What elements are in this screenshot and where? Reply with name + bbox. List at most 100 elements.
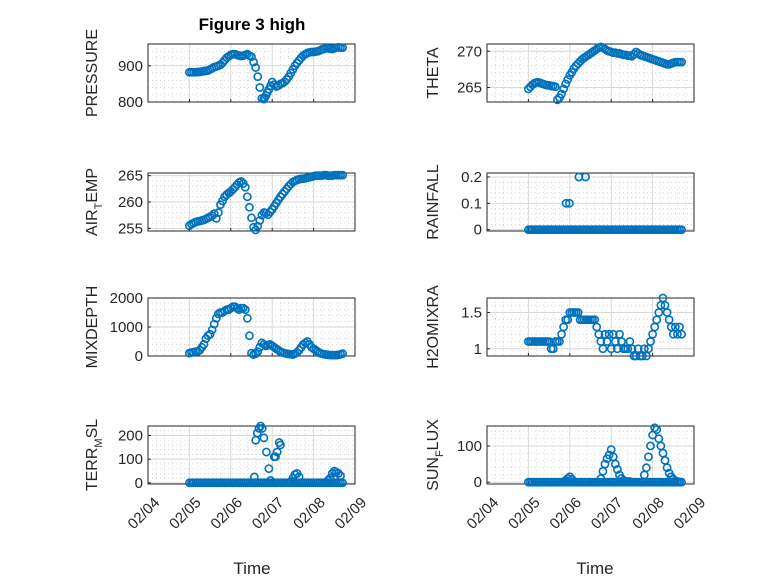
y-tick-label: 1	[474, 341, 482, 358]
y-tick-label: 265	[118, 168, 143, 185]
data-point	[652, 425, 662, 435]
data-point	[264, 464, 274, 474]
x-tick-label: 02/08	[290, 494, 329, 533]
data-point	[675, 477, 684, 487]
data-point	[561, 79, 571, 89]
x-tick-label: 02/07	[249, 494, 288, 533]
data-point	[240, 182, 250, 192]
data-point	[242, 313, 252, 323]
data-point	[269, 80, 279, 89]
x-tick-label: 02/06	[546, 494, 585, 533]
axes-border	[486, 297, 695, 357]
axes-border	[486, 43, 695, 103]
data-point	[552, 95, 562, 105]
data-point	[559, 84, 568, 94]
data-point	[249, 472, 259, 482]
x-axis-label-right: Time	[576, 559, 613, 578]
y-tick-label: 0	[474, 474, 482, 491]
data-point	[255, 83, 265, 92]
y-axis-label: PRESSURE	[84, 29, 101, 117]
data-point	[662, 463, 672, 473]
data-point	[253, 347, 263, 357]
y-tick-label: 100	[457, 438, 482, 455]
data-point	[205, 329, 215, 339]
subplot-air-temp: 255 260 265 AIRTEMP	[84, 168, 356, 237]
data-point	[236, 177, 246, 186]
y-tick-label: 255	[118, 220, 143, 237]
data-point	[323, 476, 333, 485]
data-point	[251, 63, 261, 72]
subplot-h2omixra: 1 1.5 H2OMIXRA	[425, 285, 695, 369]
y-tick-label: 900	[118, 58, 143, 75]
y-tick-label: 2000	[110, 290, 143, 307]
data-point	[567, 474, 577, 484]
y-axis-label-part: MIXDEPTH	[84, 286, 101, 369]
y-tick-label: 0	[474, 222, 482, 239]
data-point	[262, 447, 271, 457]
y-axis-label-part: RAINFALL	[425, 164, 442, 240]
y-tick-label: 0	[135, 348, 143, 365]
x-tick-label: 02/09	[671, 494, 710, 533]
y-tick-label: 0.1	[461, 195, 482, 212]
y-tick-label: 0	[135, 475, 143, 492]
data-point	[561, 198, 571, 208]
data-point	[251, 349, 261, 359]
x-tick-label: 02/05	[505, 494, 544, 533]
data-point	[276, 440, 285, 450]
y-tick-label: 260	[118, 194, 143, 211]
subplot-mixdepth: 0 1000 2000 MIXDEPTH	[84, 286, 356, 369]
y-axis-label: MIXDEPTH	[84, 286, 101, 369]
data-point	[650, 423, 660, 433]
data-point	[563, 474, 573, 483]
data-point	[550, 82, 560, 92]
x-tick-label: 02/08	[629, 494, 668, 533]
y-tick-label: 200	[118, 427, 143, 444]
y-axis-label-part: SUN	[425, 457, 442, 491]
y-tick-label: 0.2	[461, 169, 482, 186]
data-point	[240, 305, 250, 314]
data-point	[271, 452, 280, 462]
data-point	[564, 198, 574, 208]
data-point	[209, 209, 219, 218]
y-axis-label: H2OMIXRA	[425, 285, 442, 369]
data-point	[245, 202, 254, 212]
data-point	[294, 472, 304, 482]
data-point	[338, 170, 347, 180]
axes-border	[486, 425, 695, 485]
y-tick-label: 270	[457, 43, 482, 60]
x-axis-label-left: Time	[233, 559, 270, 578]
data-point	[245, 331, 254, 341]
data-point	[336, 471, 345, 481]
subplot-sun-flux: 0 100 SUNFLUX 02/04 02/05 02/06 02/07 02/08 02/0…	[425, 419, 709, 533]
subplot-rainfall: 0 0.1 0.2 RAINFALL	[425, 164, 695, 240]
data-point	[598, 344, 608, 354]
x-tick-label: 02/04	[464, 494, 503, 533]
data-point	[613, 465, 622, 474]
y-axis-label: THETA	[425, 47, 442, 99]
data-point	[338, 43, 347, 53]
y-axis-label-part: M	[93, 438, 105, 447]
subplot-grid: 800 900 PRESSURE 265 270 THETA 255 260 265 AIRTEM…	[84, 29, 709, 533]
subplot-pressure: 800 900 PRESSURE	[84, 29, 356, 117]
y-axis-label: TERRMSL	[84, 419, 105, 491]
data-point	[272, 447, 282, 457]
data-point	[261, 208, 271, 218]
data-point	[266, 476, 275, 485]
data-point	[600, 459, 610, 469]
data-point	[242, 192, 252, 202]
data-point	[604, 329, 614, 339]
data-point	[327, 468, 337, 478]
data-point	[259, 433, 269, 443]
data-point	[610, 459, 620, 469]
data-point	[677, 225, 686, 235]
x-tick-label: 02/09	[332, 494, 371, 533]
data-point	[646, 441, 655, 451]
y-axis-label: AIRTEMP	[84, 168, 105, 236]
data-point	[257, 423, 267, 433]
data-point	[213, 208, 223, 217]
data-point	[211, 313, 221, 323]
data-point	[292, 348, 302, 357]
data-point	[581, 172, 590, 182]
y-axis-label: SUNFLUX	[425, 419, 446, 491]
y-tick-label: 800	[118, 94, 143, 111]
